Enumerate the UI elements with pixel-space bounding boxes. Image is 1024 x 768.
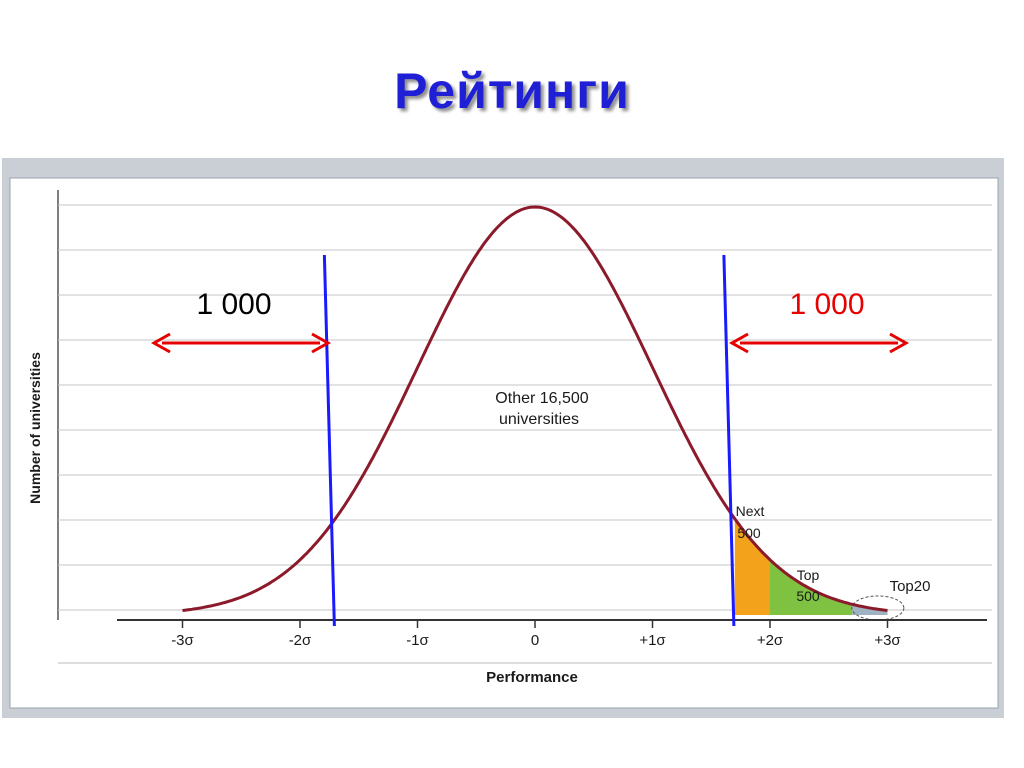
region-label-other-line2: universities — [499, 411, 579, 428]
region-label-top-20: Top20 — [890, 578, 931, 595]
left-arrow — [150, 332, 332, 354]
region-label-next-500-line2: 500 — [737, 525, 761, 541]
x-axis-label: Performance — [486, 669, 578, 686]
marker-left-cutoff — [322, 254, 336, 627]
left-arrow-head-left — [150, 332, 171, 354]
grid-lines — [58, 204, 992, 611]
right-arrow-head-right — [889, 332, 910, 354]
x-tick-label: +1σ — [639, 632, 666, 649]
right-arrow-head-left — [728, 332, 749, 354]
region-label-next-500-line1: Next — [736, 503, 765, 519]
chart-figure: -3σ -2σ -1σ 0 +1σ +2σ +3σ Other 16,500 univers… — [2, 158, 1004, 718]
x-tick-label: 0 — [531, 632, 539, 649]
region-top-500 — [770, 559, 853, 615]
right-arrow — [728, 332, 910, 354]
y-axis-label: Number of universities — [27, 352, 43, 504]
right-count-annotation: 1 000 — [789, 288, 864, 321]
bell-curve-chart: -3σ -2σ -1σ 0 +1σ +2σ +3σ Other 16,500 univers… — [9, 177, 999, 709]
region-label-other-line1: Other 16,500 — [495, 390, 589, 407]
x-tick-label: -3σ — [171, 632, 194, 649]
x-tick-label: -1σ — [406, 632, 429, 649]
marker-right-cutoff — [722, 254, 736, 627]
x-tick-label: +2σ — [757, 632, 784, 649]
region-next-500 — [734, 518, 770, 615]
distribution-curve — [182, 205, 888, 612]
region-label-top-500-line1: Top — [797, 567, 820, 583]
x-tick-label: +3σ — [874, 632, 901, 649]
x-tick-label: -2σ — [289, 632, 312, 649]
chart-panel — [9, 177, 999, 709]
x-ticks: -3σ -2σ -1σ 0 +1σ +2σ +3σ — [171, 620, 901, 649]
slide-title: Рейтинги — [394, 63, 630, 119]
cutoff-markers — [322, 254, 736, 627]
left-count-annotation: 1 000 — [196, 288, 271, 321]
region-label-top-500-line2: 500 — [796, 588, 820, 604]
left-arrow-head-right — [311, 332, 332, 354]
